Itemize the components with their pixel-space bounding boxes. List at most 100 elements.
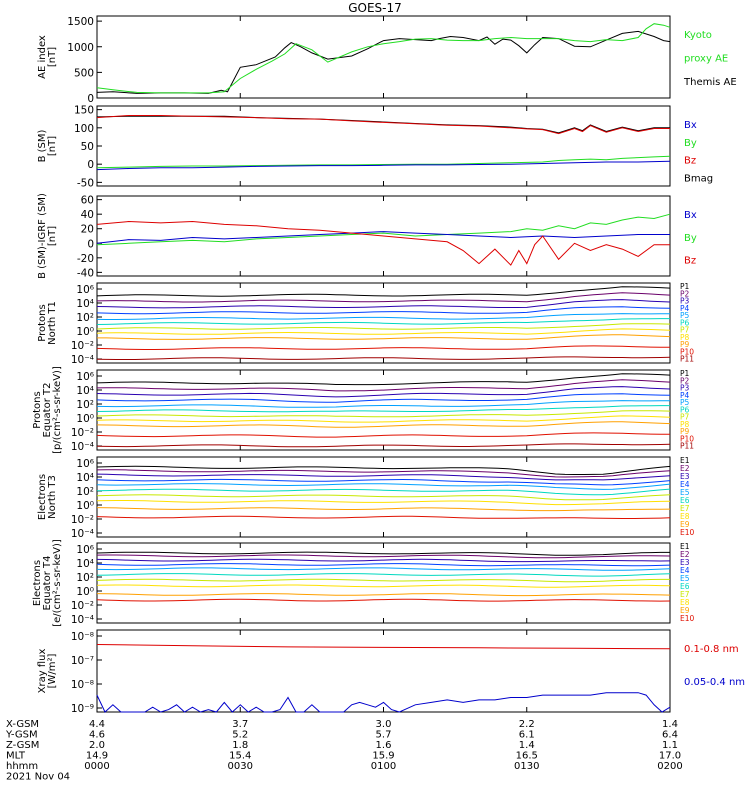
xaxis-row-value: 15.4 bbox=[229, 751, 251, 762]
xaxis-row-value: 14.9 bbox=[86, 751, 108, 762]
panel-7-channel-1 bbox=[96, 551, 670, 556]
panel-4-legend-item: P6 bbox=[680, 318, 690, 327]
panel-4-channel-8 bbox=[96, 328, 671, 335]
xaxis-row-value: 0200 bbox=[657, 761, 682, 772]
xaxis-row-value: 1.4 bbox=[662, 719, 678, 730]
xaxis-row-label: hhmm bbox=[6, 761, 38, 772]
panel-8-frame bbox=[96, 629, 671, 713]
xaxis-row-value: 3.7 bbox=[232, 719, 248, 730]
xaxis-row-value: 4.4 bbox=[89, 719, 105, 730]
panel-4-legend-item: P1 bbox=[680, 282, 690, 291]
panel-6-legend-item: E1 bbox=[680, 456, 690, 465]
panel-5-ytick-label: 10⁻⁴ bbox=[71, 441, 94, 453]
panel-6-legend-item: E7 bbox=[680, 504, 690, 513]
panel-7-channel-5 bbox=[96, 567, 671, 571]
panel-3-series-bz bbox=[96, 220, 670, 266]
panel-5-ytick-label: 10⁶ bbox=[76, 371, 94, 383]
panel-2-series-bz bbox=[96, 115, 670, 135]
xaxis-row-value: 16.5 bbox=[516, 751, 538, 762]
panel-2-legend-item: Bx bbox=[684, 120, 697, 131]
panel-5-ytick-label: 10⁻² bbox=[71, 427, 94, 439]
panel-3-ytick-label: 60 bbox=[81, 195, 94, 207]
panel-7-legend-item: E6 bbox=[680, 582, 690, 591]
panel-2-series-by bbox=[96, 155, 671, 169]
panel-2-ytick-label: 150 bbox=[74, 105, 94, 117]
panel-6-ytick-label: 10⁶ bbox=[76, 458, 94, 470]
panel-4-channel-3 bbox=[96, 299, 671, 309]
panel-6-channel-4 bbox=[96, 478, 671, 486]
panel-5-channel-9 bbox=[96, 421, 671, 428]
panel-6-ytick-label: 10² bbox=[76, 486, 94, 498]
panel-3-ytick-label: 0 bbox=[87, 238, 94, 250]
panel-5-channel-10 bbox=[96, 432, 670, 438]
panel-7-ytick-label: 10⁰ bbox=[76, 586, 94, 598]
panel-5-channel-1 bbox=[96, 373, 671, 386]
panel-7-legend-item: E7 bbox=[680, 590, 690, 599]
panel-4-ytick-label: 10⁶ bbox=[76, 284, 94, 296]
panel-7-ylabel: [e/(cm²-s-sr-keV)] bbox=[52, 539, 63, 627]
panel-7-legend-item: E1 bbox=[680, 542, 690, 551]
panel-5-ylabel: Protons bbox=[32, 391, 43, 428]
panel-6-channel-9 bbox=[96, 507, 671, 512]
panel-3-ytick-label: 40 bbox=[81, 209, 94, 221]
panel-5-legend-item: P2 bbox=[680, 376, 690, 385]
panel-2-ytick-label: 0 bbox=[87, 159, 94, 171]
xaxis-row-value: 4.6 bbox=[89, 730, 105, 741]
panel-6-legend-item: E3 bbox=[680, 472, 690, 481]
panel-7-legend-item: E8 bbox=[680, 598, 690, 607]
panel-7-legend-item: E4 bbox=[680, 566, 690, 575]
panel-4-legend-item: P7 bbox=[680, 326, 690, 335]
panel-6-channel-3 bbox=[96, 473, 671, 481]
xaxis-row-value: 15.9 bbox=[372, 751, 394, 762]
panel-5-legend-item: P10 bbox=[680, 434, 694, 443]
panel-4-channel-7 bbox=[96, 323, 671, 330]
panel-6-legend-item: E2 bbox=[680, 464, 690, 473]
panel-5-ylabel: Equator T2 bbox=[42, 383, 53, 438]
xaxis-row-value: 3.0 bbox=[376, 719, 392, 730]
panel-7-ytick-label: 10⁶ bbox=[76, 544, 94, 556]
panel-1-legend-item: proxy AE bbox=[684, 53, 728, 64]
xaxis-row-value: 2.0 bbox=[89, 740, 105, 751]
panel-5-legend-item: P4 bbox=[680, 391, 690, 400]
panel-5-channel-2 bbox=[96, 379, 671, 392]
xaxis-row-value: 1.8 bbox=[232, 740, 248, 751]
panel-6-legend-item: E9 bbox=[680, 520, 690, 529]
panel-4-channel-4 bbox=[96, 306, 671, 315]
panel-5-channel-5 bbox=[96, 400, 671, 408]
panel-7-legend-item: E3 bbox=[680, 558, 690, 567]
panel-6-channel-7 bbox=[96, 494, 671, 501]
panel-2-legend-item: Bmag bbox=[684, 173, 713, 184]
panel-4-legend-item: P5 bbox=[680, 311, 690, 320]
panel-5-legend-item: P1 bbox=[680, 369, 690, 378]
panel-3-legend-item: By bbox=[684, 233, 697, 244]
panel-8-ytick-label: 10⁻⁸ bbox=[71, 631, 94, 643]
xaxis-row-value: 0000 bbox=[84, 761, 109, 772]
panel-4-legend-item: P3 bbox=[680, 297, 690, 306]
panel-4-legend-item: P2 bbox=[680, 289, 690, 298]
panel-1-legend-item: Themis AE bbox=[683, 77, 737, 88]
panel-8-ylabel: [W/m²] bbox=[47, 653, 58, 688]
panel-4-channel-11 bbox=[96, 356, 671, 360]
panel-7-channel-3 bbox=[96, 558, 671, 563]
panel-7-ylabel: Equator T4 bbox=[42, 556, 53, 611]
panel-1-ylabel: [nT] bbox=[47, 47, 58, 67]
panel-5-channel-6 bbox=[96, 405, 670, 413]
xaxis-row-value: 6.4 bbox=[662, 730, 678, 741]
xaxis-row-value: 0030 bbox=[228, 761, 253, 772]
panel-4-channel-6 bbox=[96, 318, 670, 325]
panel-7-channel-7 bbox=[96, 578, 670, 583]
panel-1-ytick-label: 500 bbox=[74, 67, 94, 79]
page-title: GOES-17 bbox=[348, 1, 402, 15]
panel-6-legend-item: E10 bbox=[680, 528, 695, 537]
panel-7-channel-8 bbox=[96, 584, 671, 588]
xaxis-row-value: 6.1 bbox=[519, 730, 535, 741]
panel-5-legend-item: P5 bbox=[680, 398, 690, 407]
panel-3-series-by bbox=[96, 213, 671, 246]
panel-5-channel-3 bbox=[96, 386, 671, 398]
xaxis-row-value: 1.4 bbox=[519, 740, 535, 751]
panel-6-channel-5 bbox=[96, 483, 671, 490]
panel-4-legend-item: P9 bbox=[680, 340, 690, 349]
panel-1-ytick-label: 0 bbox=[87, 93, 94, 105]
panel-4-legend-item: P10 bbox=[680, 347, 694, 356]
panel-2-ytick-label: -50 bbox=[77, 177, 94, 189]
